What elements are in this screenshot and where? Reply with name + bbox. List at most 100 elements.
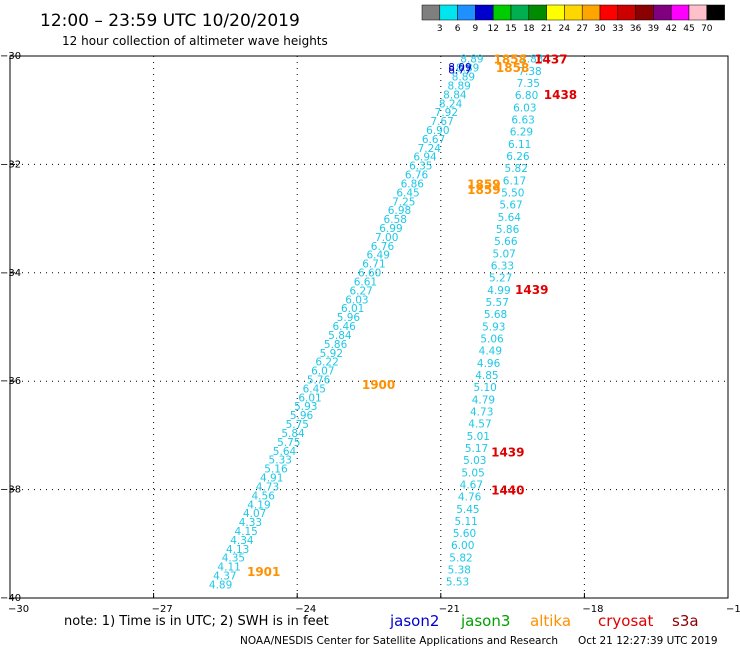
pass-time-label: 1858 [494,53,527,67]
swh-value: 5.68 [484,309,507,321]
pass-time-label: 1859 [467,177,500,191]
swh-value: 5.93 [294,401,317,413]
swh-value: 5.01 [467,431,490,443]
swh-value: 5.27 [489,273,512,285]
x-tick-label: −15 [726,604,740,615]
swh-value: 7.24 [418,143,442,155]
swh-value: 6.01 [298,392,321,404]
swh-value: 5.60 [453,528,476,540]
swh-value: 4.73 [470,406,493,418]
swh-value: 6.80 [515,90,538,102]
chart-title: 12:00 – 23:59 UTC 10/20/2019 [40,11,300,31]
colorbar-swatch [635,4,654,21]
pass-time-label: 1439 [515,283,548,297]
colorbar-swatch [475,4,494,21]
swh-value: 6.94 [413,152,437,164]
swh-value: 4.15 [234,526,257,538]
colorbar-swatch [653,4,672,21]
swh-value: 4.89 [209,579,232,591]
x-tick-label: −21 [439,604,460,615]
swh-value: 5.93 [482,321,505,333]
colorbar-label: 21 [541,24,552,34]
swh-value: 4.76 [458,492,482,504]
swh-value: 5.86 [324,339,348,351]
plot-area: −30 −27 −24 −21 −18 −15 −30 −32 −34 −36 −38 −40 8.89… [0,51,740,615]
swh-value: 4.99 [487,285,510,297]
y-tick-label: −34 [0,268,21,279]
pass-time-label: 1901 [247,565,280,579]
swh-value: 8.77 [448,65,471,77]
y-tick-label: −40 [0,593,21,604]
swh-value: 5.33 [269,455,292,467]
satellite-legend-jason3: jason3 [460,612,510,630]
swh-value: 6.00 [451,540,474,552]
swh-value: 8.09 [448,62,471,74]
swh-value: 5.50 [501,188,524,200]
swh-value: 6.17 [503,175,526,187]
colorbar-swatch [510,4,530,21]
units-note: note: 1) Time is in UTC; 2) SWH is in fe… [64,614,329,629]
swh-value: 6.45 [396,187,419,199]
swh-value: 4.49 [479,346,502,358]
swh-value: 5.96 [337,312,361,324]
swh-value: 8.89 [456,63,479,75]
colorbar-swatch [528,4,547,21]
swh-value: 6.45 [303,383,326,395]
swh-value: 5.66 [494,236,518,248]
swh-value: 5.75 [286,419,309,431]
swh-value: 6.27 [349,285,372,297]
colorbar-swatch [581,4,601,21]
swh-value: 5.64 [273,446,297,458]
swh-value: 6.99 [379,223,402,235]
plot-frame [9,55,729,599]
swh-value: 6.22 [315,357,338,369]
swh-value: 6.29 [510,127,533,139]
colorbar-swatch [617,4,636,21]
swh-value: 8.24 [439,98,463,110]
x-tick-label: −27 [152,604,173,615]
swh-value: 4.07 [243,508,266,520]
swh-value: 4.85 [475,370,498,382]
y-tick-label: −38 [0,485,21,496]
colorbar-label: 70 [701,24,713,34]
swh-value: 7.83 [520,54,543,66]
swh-value: 5.84 [328,330,352,342]
swh-value: 5.57 [486,297,509,309]
colorbar-swatch [688,4,708,21]
y-tick-label: −32 [0,159,21,170]
swh-value: 4.57 [468,419,491,431]
x-tick-label: −30 [8,604,29,615]
colorbar-label: 39 [648,24,660,34]
colorbar-label: 12 [487,24,498,34]
colorbar-swatch [670,4,690,21]
swh-value: 7.92 [435,107,458,119]
swh-value: 6.61 [354,276,377,288]
pass-time-label: 1439 [491,446,524,460]
colorbar-label: 15 [505,24,516,34]
swh-value: 7.00 [375,232,398,244]
swh-value: 5.76 [307,375,331,387]
colorbar-label: 36 [630,24,642,34]
swh-value: 6.49 [367,250,390,262]
swh-value: 5.45 [456,504,479,516]
swh-value: 6.46 [332,321,356,333]
swh-value: 6.60 [358,268,381,280]
swh-value: 6.71 [362,259,385,271]
swh-value: 4.34 [230,535,254,547]
swh-value: 8.84 [443,89,467,101]
swh-value: 6.11 [508,139,531,151]
colorbar-label: 6 [455,24,461,34]
swh-value: 5.82 [505,163,528,175]
swh-value: 6.63 [511,115,534,127]
swh-value: 5.67 [499,200,522,212]
swh-value: 6.90 [426,125,449,137]
chart-subtitle: 12 hour collection of altimeter wave hei… [62,34,328,48]
swh-value: 6.33 [491,260,514,272]
swh-value: 5.86 [496,224,520,236]
footer-timestamp: Oct 21 12:27:39 UTC 2019 [578,635,718,647]
pass-time-label: 1859 [467,183,500,197]
satellite-legend-altika: altika [530,612,571,630]
colorbar-swatch [492,4,512,21]
swh-value: 5.06 [480,333,504,345]
